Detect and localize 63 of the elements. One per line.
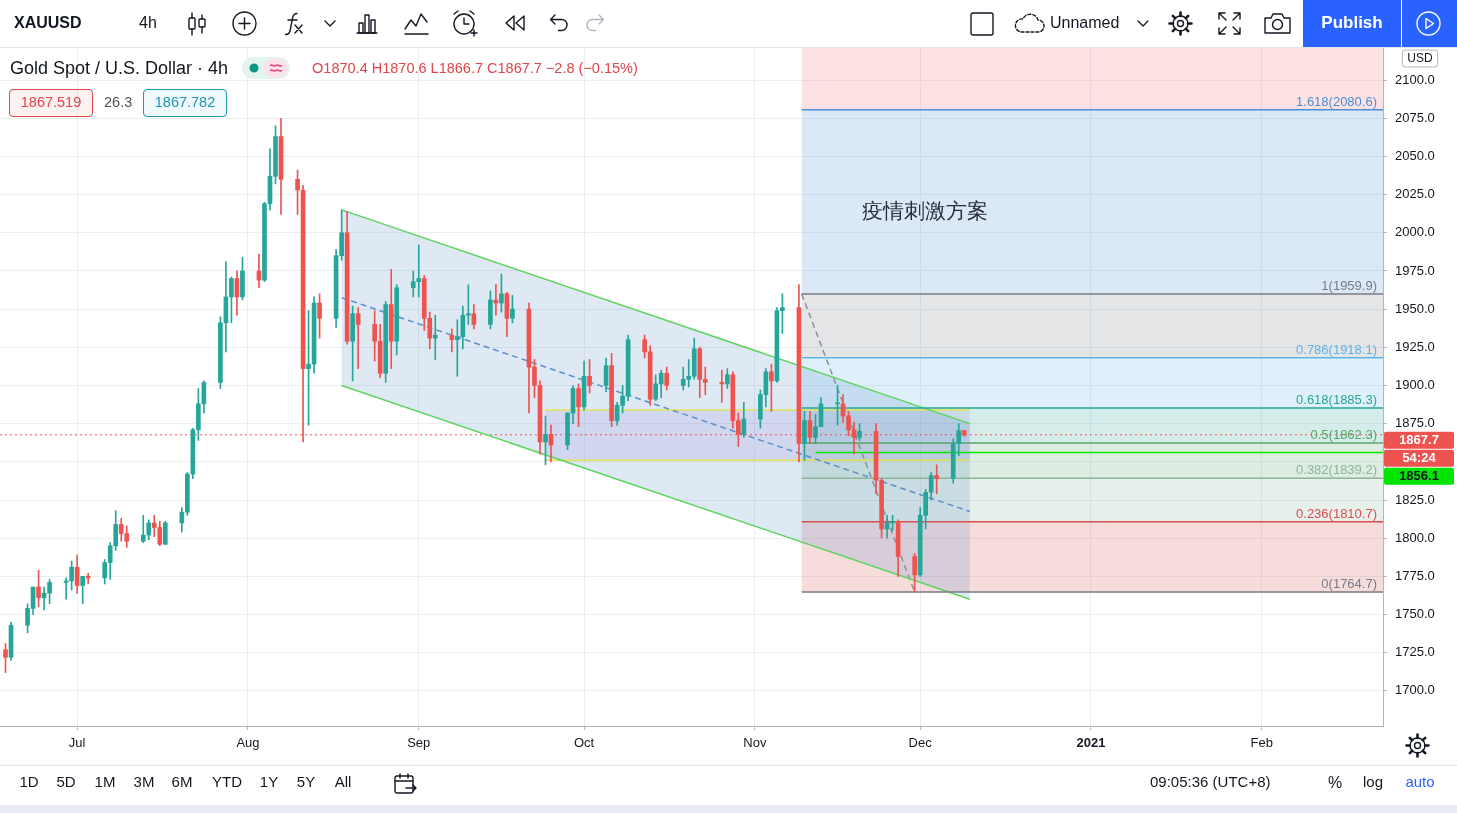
series-label: 0(1764.7): [1321, 576, 1377, 592]
y-tick-label: 1725.0: [1395, 644, 1435, 660]
text: 5D: [56, 773, 76, 790]
text: XAUUSD: [14, 14, 82, 31]
series-label: 0.236(1810.7): [1296, 505, 1377, 521]
text: Gold Spot / U.S. Dollar · 4h: [10, 57, 229, 78]
text: All: [334, 773, 352, 790]
y-tick-label: 2050.0: [1395, 148, 1435, 163]
candlestick: [355, 307, 361, 370]
text: Publish: [1321, 13, 1383, 32]
y-axis-title: USD: [1407, 51, 1433, 66]
y-tick-label: 1700.0: [1395, 682, 1435, 698]
text: Unnamed: [1050, 14, 1120, 31]
series-label: 1(1959.9): [1321, 278, 1377, 293]
text: 5Y: [296, 773, 316, 790]
text: 1D: [19, 773, 39, 790]
text: 54:24: [1402, 450, 1437, 466]
x-tick-label: Dec: [908, 735, 933, 751]
series-label: 1.618(2080.6): [1296, 93, 1377, 109]
text: YTD: [212, 773, 242, 790]
x-tick-label: Feb: [1250, 735, 1273, 751]
x-tick-label: Aug: [236, 735, 260, 751]
annotation: 疫情刺激方案: [862, 199, 988, 222]
text: auto: [1405, 773, 1435, 790]
y-tick-label: 2075.0: [1395, 109, 1435, 125]
ref-line-label: 1867.7: [1399, 432, 1439, 448]
text: 1Y: [259, 773, 279, 790]
y-tick-label: 1950.0: [1395, 300, 1435, 316]
text: 1M: [94, 773, 116, 790]
x-tick-label: Jul: [68, 735, 86, 751]
series-label: 0.5(1862.3): [1310, 427, 1377, 443]
y-tick-label: 1800.0: [1395, 529, 1435, 545]
x-tick-label: Oct: [573, 735, 595, 751]
y-tick-label: 2100.0: [1395, 71, 1435, 87]
y-tick-label: 1825.0: [1395, 491, 1435, 507]
y-tick-label: 2025.0: [1395, 186, 1435, 202]
y-tick-label: 1750.0: [1395, 606, 1435, 622]
x-tick-label: Nov: [743, 735, 767, 751]
annotation: 26.3: [104, 94, 133, 110]
data-label: 1856.1: [1399, 468, 1439, 484]
y-tick-label: 1925.0: [1395, 338, 1435, 354]
annotation: O1870.4 H1870.6 L1866.7 C1867.7 −2.8 (−0.15%): [312, 60, 638, 76]
text: 6M: [171, 773, 193, 790]
x-tick-label: 2021: [1076, 735, 1106, 751]
candlestick: [934, 464, 940, 495]
series-label: 0.382(1839.2): [1296, 462, 1377, 478]
text: %: [1327, 774, 1343, 791]
text: 4h: [139, 14, 157, 31]
text: 09:05:36 (UTC+8): [1150, 773, 1271, 790]
text: 3M: [133, 773, 155, 790]
series-label: 0.786(1918.1): [1296, 341, 1377, 357]
y-tick-label: 2000.0: [1395, 224, 1435, 240]
y-tick-label: 1775.0: [1395, 567, 1435, 583]
y-tick-label: 1875.0: [1395, 415, 1435, 431]
series-label: 0.618(1885.3): [1296, 391, 1377, 407]
y-tick-label: 1900.0: [1395, 377, 1435, 393]
candlestick: [719, 369, 725, 403]
annotation: 1867.519: [20, 94, 82, 110]
y-tick-label: 1975.0: [1395, 262, 1435, 278]
candlestick: [449, 328, 455, 353]
annotation: 1867.782: [154, 94, 216, 110]
x-tick-label: Sep: [407, 735, 431, 751]
text: log: [1362, 773, 1384, 790]
